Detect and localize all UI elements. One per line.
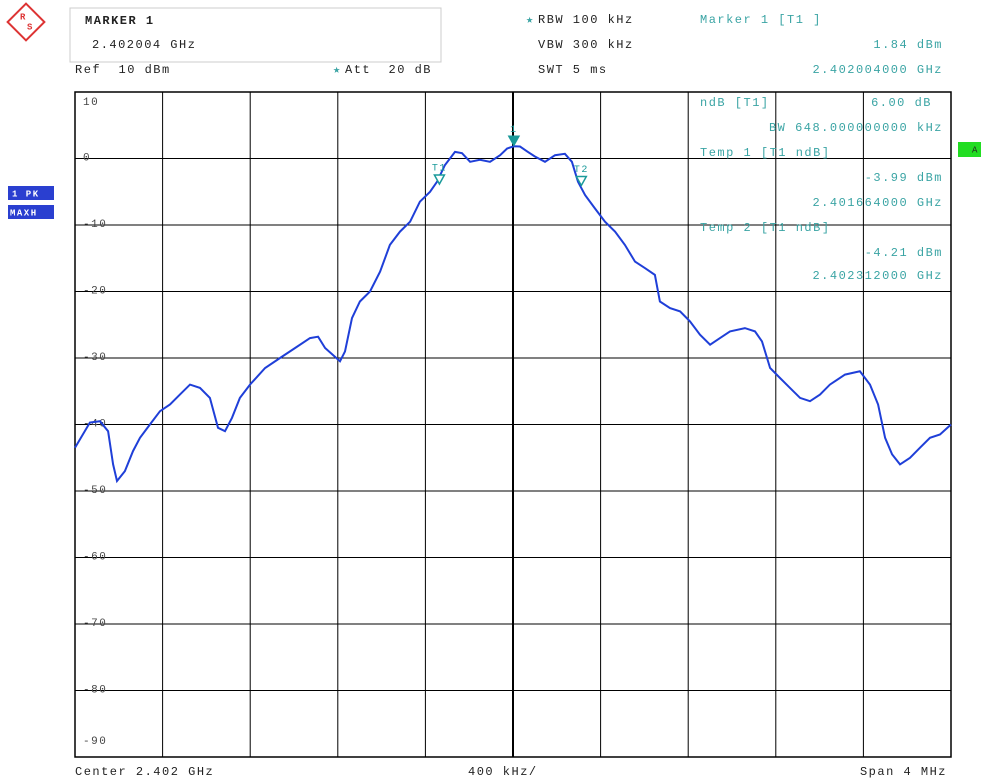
ndb-panel: ndB [T1] 6.00 dB BW 648.000000000 kHz Te… (700, 96, 943, 283)
y-tick-label: -70 (83, 618, 107, 630)
temp2-freq: 2.402312000 GHz (812, 269, 943, 283)
ndb-value: 6.00 dB (871, 96, 932, 110)
star: ★ (333, 63, 342, 77)
bandwidth: BW 648.000000000 kHz (769, 121, 943, 135)
y-tick-label: -20 (83, 285, 107, 297)
marker-info: Marker 1 [T1 ] (700, 13, 822, 27)
marker-freq: 2.402004 GHz (92, 38, 196, 52)
temp1-level: -3.99 dBm (865, 171, 943, 185)
marker-freq-full: 2.402004000 GHz (812, 63, 943, 77)
y-tick-label: -60 (83, 551, 107, 563)
screen-label: A (972, 145, 979, 155)
trace-badge (8, 186, 54, 200)
rbw: RBW 100 kHz (538, 13, 634, 27)
temp1: Temp 1 [T1 ndB] (700, 146, 831, 160)
center-freq: Center 2.402 GHz (75, 765, 214, 779)
svg-text:R: R (20, 12, 27, 22)
vbw: VBW 300 kHz (538, 38, 634, 52)
y-tick-label: -90 (83, 736, 107, 748)
marker (507, 135, 521, 147)
y-tick-label: 10 (83, 97, 99, 109)
temp1-freq: 2.401664000 GHz (812, 196, 943, 210)
y-tick-label: 0 (83, 152, 91, 164)
marker-level: 1.84 dBm (873, 38, 943, 52)
temp2-level: -4.21 dBm (865, 246, 943, 260)
trace-label: 1 PK (12, 189, 40, 199)
logo: R S (6, 2, 46, 42)
span: Span 4 MHz (860, 765, 947, 779)
marker-label: T2 (574, 165, 589, 176)
trace (74, 145, 952, 484)
y-tick-label: -50 (83, 485, 107, 497)
marker-label: 1 (510, 125, 518, 136)
marker-label: T1 (432, 164, 447, 175)
star: ★ (526, 13, 535, 27)
mode-label: MAXH (10, 208, 38, 218)
marker (575, 175, 588, 188)
y-tick-label: -10 (83, 219, 107, 231)
screen-badge (958, 142, 981, 157)
marker (433, 174, 446, 186)
ref-level: Ref 10 dBm (75, 63, 171, 77)
marker-box (69, 7, 442, 63)
temp2: Temp 2 [T1 ndB] (700, 221, 831, 235)
div-freq: 400 kHz/ (468, 765, 538, 779)
ndb-label: ndB [T1] (700, 96, 770, 110)
y-tick-label: -80 (83, 684, 107, 696)
marker-title: MARKER 1 (85, 14, 155, 28)
mode-badge (8, 205, 54, 219)
svg-text:S: S (27, 22, 34, 32)
swt: SWT 5 ms (538, 63, 608, 77)
attenuation: Att 20 dB (345, 63, 432, 77)
y-tick-label: -30 (83, 352, 107, 364)
